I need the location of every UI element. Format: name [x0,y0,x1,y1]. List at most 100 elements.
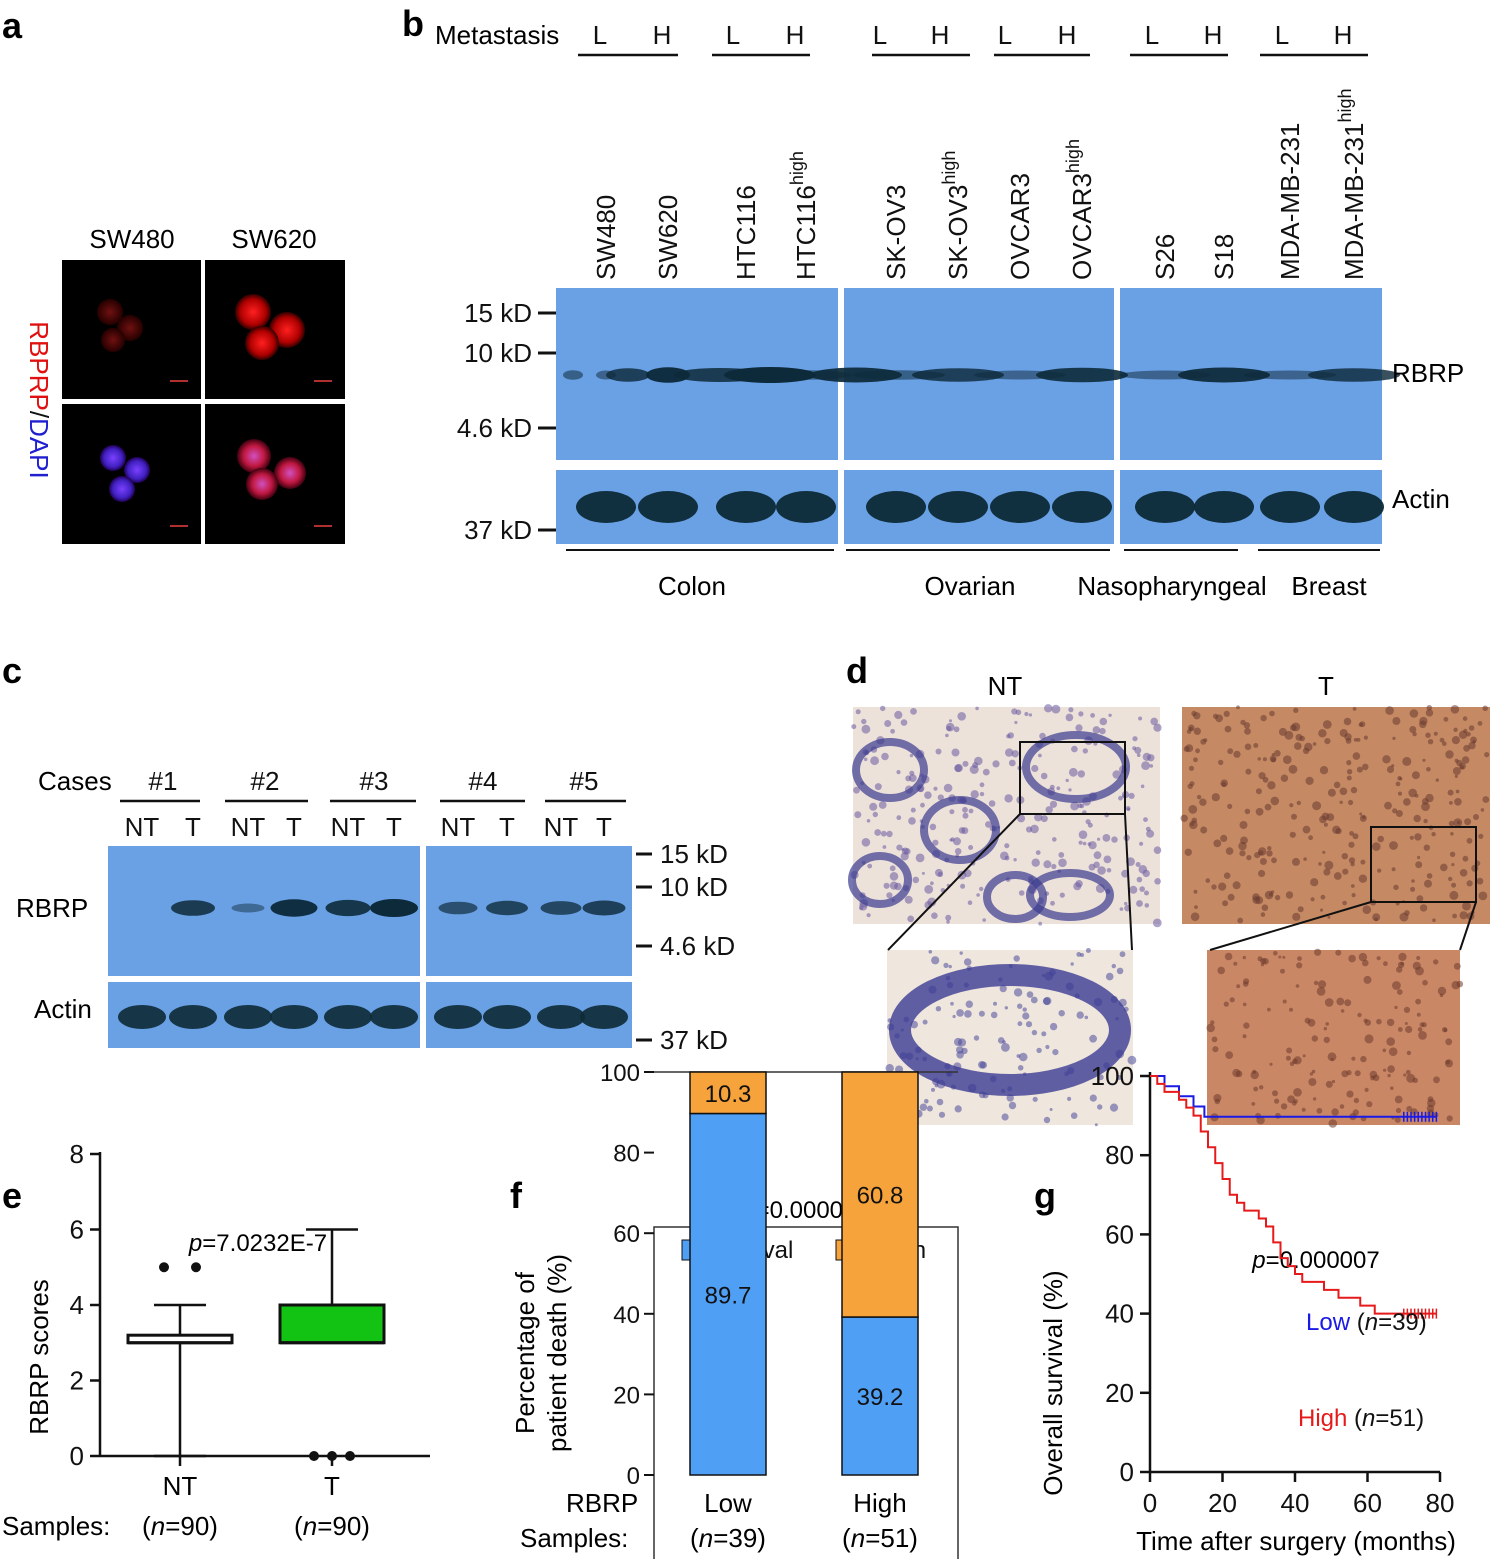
ihc-nucleus [1089,1094,1097,1102]
ihc-nucleus [1217,966,1225,975]
metastasis-high-label: H [1058,20,1077,50]
ihc-nucleus [1218,882,1227,891]
ihc-nucleus [1352,833,1359,840]
ihc-nucleus [1314,948,1322,956]
ihc-nucleus [1052,837,1057,842]
ihc-nucleus [1239,850,1246,857]
ihc-nucleus [1311,1035,1319,1042]
ihc-nucleus [1036,1047,1042,1054]
ihc-nucleus [1323,1027,1328,1031]
ihc-nucleus [1287,1095,1295,1104]
ihc-nucleus [952,1014,956,1019]
ihc-nucleus [1387,1065,1395,1073]
ihc-nucleus [1283,755,1292,764]
ihc-nucleus [1451,863,1455,867]
ihc-nucleus [1392,736,1396,741]
ihc-nucleus [1136,876,1143,883]
data-label-death: 60.8 [857,1183,904,1210]
ihc-nucleus [1195,748,1200,754]
lane-label: T [386,812,402,842]
ihc-nucleus [1042,997,1051,1005]
ihc-nucleus [907,915,915,923]
y-tick-label: 0 [70,1441,84,1471]
ihc-nucleus [1004,855,1010,861]
western-blot-b [556,288,1400,544]
metastasis-low-label: L [998,20,1012,50]
ihc-nucleus [1068,788,1072,792]
ihc-nucleus [978,1010,985,1017]
ihc-nucleus [1154,878,1161,885]
ihc-nucleus [978,1061,986,1069]
rbrp-band [563,370,583,380]
ihc-nucleus [874,783,882,791]
scale-bar [314,525,332,527]
ihc-nucleus [1394,1116,1401,1123]
ihc-nucleus [1059,892,1065,898]
cell-line-superscript: high [1335,88,1355,122]
ihc-nucleus [1087,822,1093,828]
ihc-nucleus [885,1064,894,1073]
ihc-nucleus [1327,915,1331,919]
ihc-nucleus [1354,1070,1361,1077]
actin-band [270,1005,318,1029]
ihc-nucleus [1342,868,1349,875]
ihc-nucleus [1031,764,1039,773]
ihc-nucleus [988,800,996,807]
ihc-nucleus [1482,705,1488,712]
ihc-nucleus [1386,1018,1395,1027]
bar-survival [689,1112,767,1476]
ihc-nucleus [1330,1057,1334,1061]
ihc-nucleus [1260,963,1264,967]
actin-band [866,491,926,523]
y-tick-label: 2 [70,1366,84,1396]
ihc-nucleus [943,783,953,793]
ihc-nucleus [1292,912,1301,921]
ihc-nucleus [1116,967,1124,975]
ihc-nucleus [889,881,899,890]
ihc-nucleus [1271,857,1277,864]
ihc-nucleus [910,708,917,715]
ihc-nucleus [1285,1055,1291,1061]
ihc-nucleus [1339,787,1348,796]
ihc-nucleus [1388,1047,1398,1056]
ihc-nucleus [1323,1036,1331,1044]
stacked-bar-f: SurvivalDeath02040608010089.710.339.260.… [600,1060,959,1559]
panel-f-letter: f [510,1175,523,1216]
ihc-nucleus [1193,712,1201,720]
ihc-nucleus [855,709,861,715]
ihc-nucleus [1188,805,1198,814]
ihc-nucleus [901,848,905,852]
ihc-nucleus [1396,966,1403,973]
ihc-nucleus [938,1111,946,1118]
ihc-nucleus [1302,825,1311,834]
western-blot-c [108,846,632,1048]
ihc-nucleus [1359,721,1366,728]
ihc-nucleus [1321,812,1330,821]
actin-band [370,1005,418,1029]
ihc-nucleus [962,812,969,819]
ihc-nucleus [1190,912,1200,921]
ihc-nucleus [1013,858,1017,862]
ihc-nucleus [1340,1009,1345,1013]
ihc-nucleus [1269,1062,1273,1066]
ihc-nucleus [1267,846,1272,851]
ihc-nucleus [1445,1059,1451,1065]
ihc-nucleus [861,724,871,734]
ihc-nucleus [1099,717,1108,726]
ihc-nucleus [1424,879,1432,888]
ihc-nucleus [1411,771,1420,780]
ihc-nucleus [1351,893,1356,898]
actin-band [776,491,836,523]
lane-label: T [185,812,201,842]
ihc-nucleus [957,1038,967,1047]
ihc-nucleus [1304,1017,1311,1024]
cell-line-label: SK-OV3 [881,185,911,280]
ihc-nucleus [1447,789,1454,796]
ihc-nucleus [1383,1068,1387,1072]
y-tick-label: 8 [70,1139,84,1169]
ihc-nucleus [961,827,969,835]
x-tick-label: 80 [1426,1488,1455,1518]
ihc-nucleus [1093,851,1102,860]
ihc-nucleus [1433,1076,1440,1084]
cell-line-name: SK-OV3 [881,185,911,280]
